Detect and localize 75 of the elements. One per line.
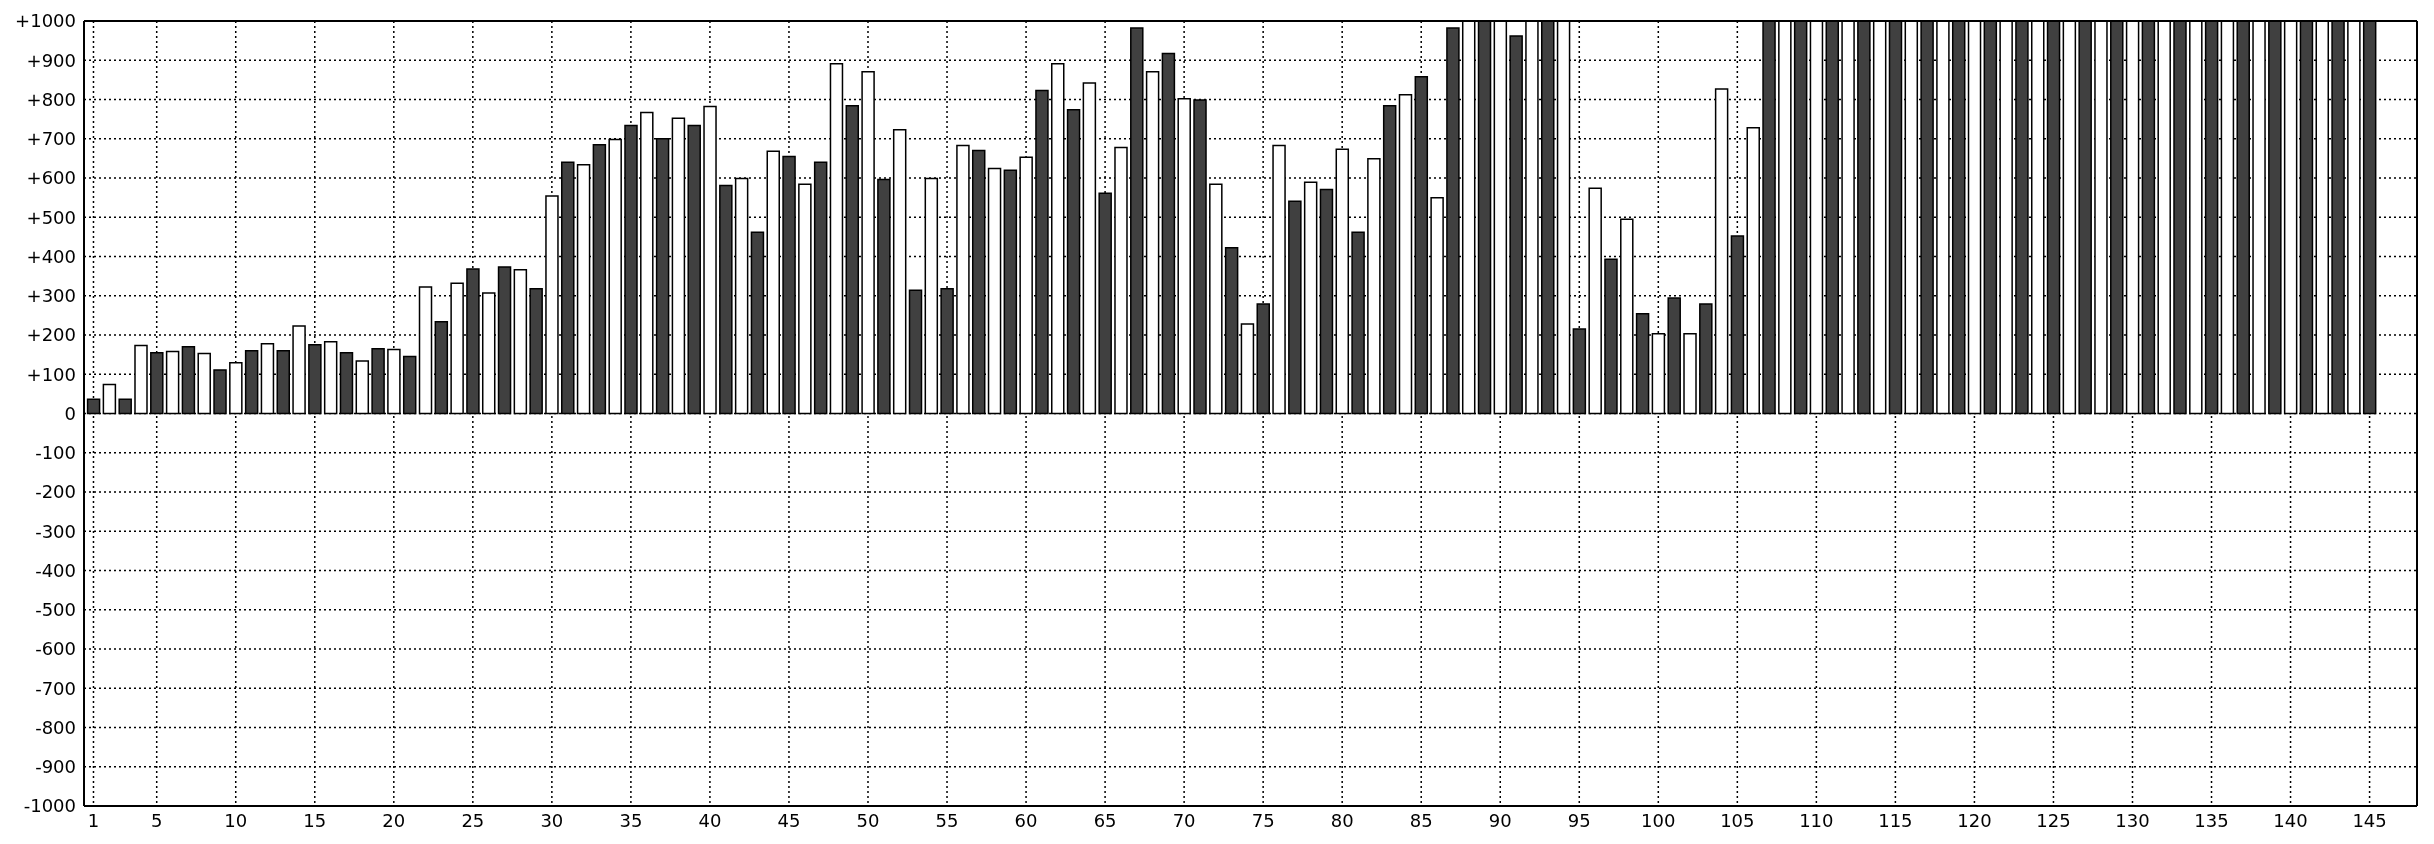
- bar: [908, 289, 923, 415]
- bar: [418, 286, 433, 415]
- y-tick-label: -100: [35, 442, 76, 464]
- x-tick-label: 75: [1251, 809, 1275, 831]
- x-tick-label: 35: [619, 809, 643, 831]
- bar: [1303, 181, 1318, 415]
- x-tick-label: 25: [461, 809, 485, 831]
- y-tick-label: -300: [35, 520, 76, 542]
- bar: [798, 183, 812, 415]
- x-tick-label: 15: [303, 809, 327, 831]
- bar: [323, 340, 338, 415]
- y-tick-label: +600: [26, 167, 76, 189]
- y-tick-label: +800: [26, 88, 76, 110]
- bar: [1382, 105, 1397, 415]
- y-tick-label: 0: [64, 402, 76, 424]
- x-tick-label: 100: [1641, 809, 1676, 831]
- bar: [892, 128, 907, 415]
- bar: [703, 105, 717, 415]
- x-tick-label: 55: [935, 809, 959, 831]
- x-tick-label: 145: [2352, 809, 2387, 831]
- bar: [1082, 82, 1097, 415]
- bar: [102, 383, 117, 415]
- x-tick-label: 40: [698, 809, 722, 831]
- y-tick-label: -400: [35, 559, 76, 581]
- y-tick-label: -200: [35, 481, 76, 503]
- y-tick-label: +1000: [15, 10, 76, 32]
- y-tick-label: -500: [35, 599, 76, 621]
- x-tick-label: 90: [1488, 809, 1512, 831]
- y-tick-label: +100: [26, 363, 76, 385]
- x-tick-label: 135: [2194, 809, 2229, 831]
- y-tick-label: +400: [26, 245, 76, 267]
- x-tick-label: 50: [856, 809, 880, 831]
- y-tick-label: +900: [26, 49, 76, 71]
- x-tick-label: 30: [540, 809, 564, 831]
- y-tick-label: +500: [26, 206, 76, 228]
- x-tick-label: 105: [1720, 809, 1755, 831]
- bar: [1588, 187, 1602, 415]
- bar: [1193, 99, 1207, 415]
- bar: [1288, 200, 1302, 415]
- x-tick-label: 120: [1957, 809, 1992, 831]
- y-tick-label: -700: [35, 677, 76, 699]
- bar: [1683, 333, 1697, 415]
- bar: [497, 266, 512, 415]
- bar: [1398, 94, 1413, 415]
- bar: [1003, 169, 1018, 415]
- y-tick-label: -800: [35, 716, 76, 738]
- x-tick-label: 125: [2036, 809, 2071, 831]
- y-tick-label: -1000: [23, 795, 76, 817]
- x-tick-label: 70: [1172, 809, 1196, 831]
- y-tick-label: +200: [26, 324, 76, 346]
- x-tick-label: 65: [1093, 809, 1117, 831]
- bar: [592, 143, 607, 415]
- bar: [213, 369, 227, 415]
- x-tick-label: 5: [150, 809, 163, 831]
- x-tick-label: 80: [1330, 809, 1354, 831]
- bar: [813, 161, 828, 415]
- x-tick-label: 1: [87, 809, 100, 831]
- x-tick-label: 20: [382, 809, 406, 831]
- x-tick-label: 140: [2273, 809, 2308, 831]
- y-tick-label: +700: [26, 128, 76, 150]
- x-tick-label: 95: [1567, 809, 1591, 831]
- bar: [402, 355, 417, 415]
- y-tick-label: -600: [35, 638, 76, 660]
- x-tick-label: 110: [1799, 809, 1834, 831]
- bar: [118, 398, 132, 415]
- x-tick-label: 130: [2115, 809, 2150, 831]
- y-tick-label: +300: [26, 285, 76, 307]
- bar: [987, 167, 1002, 415]
- x-tick-label: 115: [1878, 809, 1913, 831]
- y-tick-label: -900: [35, 756, 76, 778]
- x-tick-label: 60: [1014, 809, 1038, 831]
- x-tick-label: 85: [1409, 809, 1433, 831]
- x-tick-label: 45: [777, 809, 801, 831]
- bar: [513, 269, 528, 415]
- x-tick-label: 10: [224, 809, 248, 831]
